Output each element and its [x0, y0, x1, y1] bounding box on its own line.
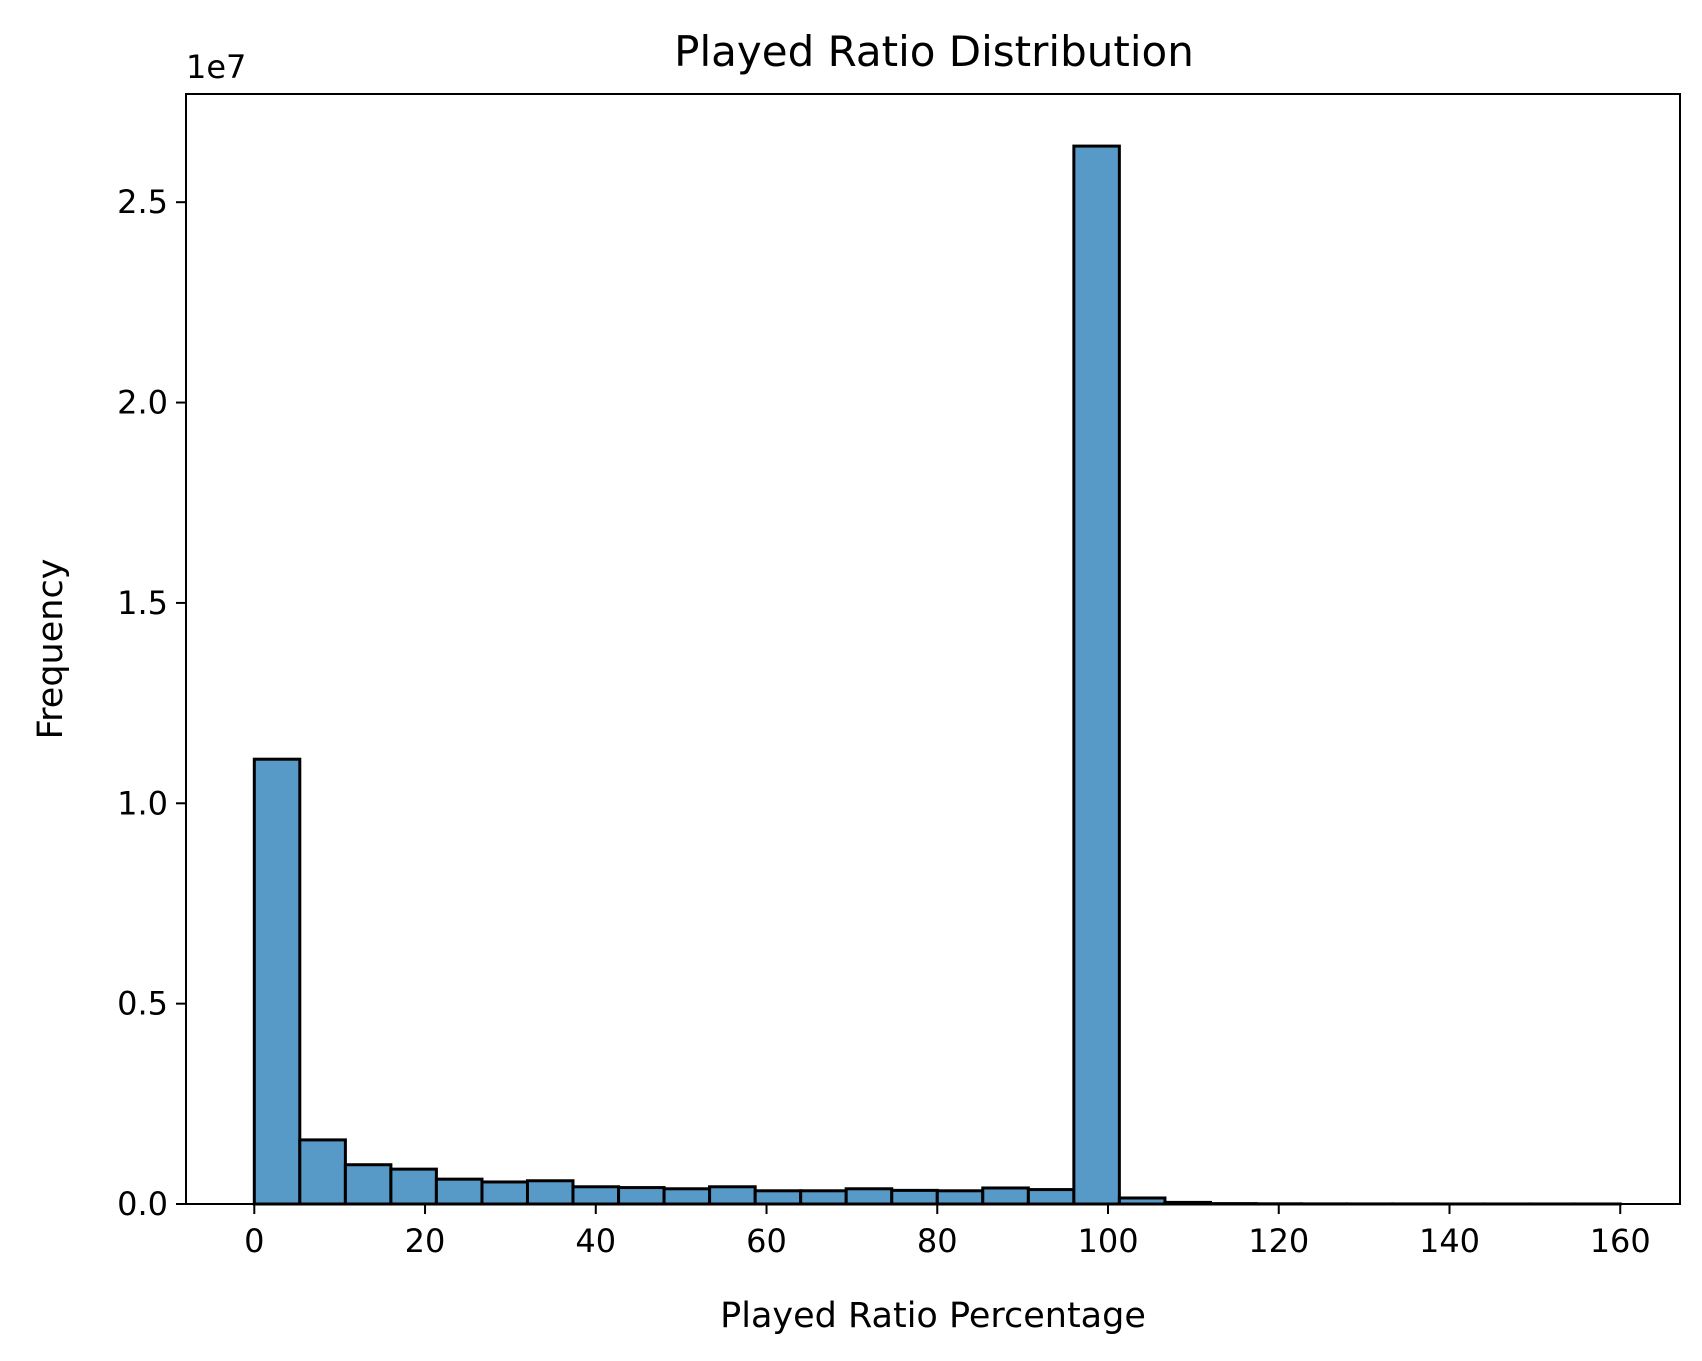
y-axis-label: Frequency	[31, 559, 71, 740]
x-axis-ticks: 0 20 40 60 80 100 120 140 160	[244, 1204, 1651, 1260]
x-tick-label: 140	[1419, 1222, 1480, 1260]
histogram-bar	[708, 1185, 757, 1206]
histogram-bar	[298, 1138, 347, 1206]
histogram-bar	[389, 1167, 438, 1206]
chart-title: Played Ratio Distribution	[674, 27, 1194, 76]
histogram-bar	[753, 1189, 803, 1206]
histogram-bar	[935, 1189, 985, 1206]
x-tick-label: 160	[1590, 1222, 1651, 1260]
histogram-bar	[799, 1189, 848, 1206]
plot-frame	[185, 93, 1681, 1205]
histogram-bar	[525, 1179, 575, 1206]
histogram-bar	[571, 1185, 621, 1206]
y-tick-label: 0.0	[117, 1185, 168, 1223]
histogram-bar	[434, 1177, 484, 1206]
histogram-bar	[1026, 1188, 1076, 1206]
histogram-bar	[343, 1163, 393, 1206]
x-tick-label: 60	[746, 1222, 787, 1260]
x-tick-label: 120	[1248, 1222, 1309, 1260]
bars-group	[252, 144, 1622, 1206]
histogram-bar	[890, 1188, 939, 1206]
histogram-bar	[480, 1180, 529, 1206]
histogram-bar	[844, 1187, 894, 1206]
x-tick-label: 100	[1077, 1222, 1138, 1260]
y-tick-label: 1.0	[117, 784, 168, 822]
x-tick-label: 80	[917, 1222, 958, 1260]
x-tick-label: 0	[244, 1222, 264, 1260]
y-offset-label: 1e7	[186, 48, 246, 86]
histogram-bar	[1072, 144, 1121, 1206]
y-tick-label: 0.5	[117, 985, 168, 1023]
y-tick-label: 2.0	[117, 384, 168, 422]
x-tick-label: 20	[405, 1222, 446, 1260]
histogram-bar	[252, 757, 302, 1206]
x-tick-label: 40	[575, 1222, 616, 1260]
y-tick-label: 1.5	[117, 584, 168, 622]
y-axis-ticks: 0.0 0.5 1.0 1.5 2.0 2.5	[117, 183, 186, 1223]
y-tick-label: 2.5	[117, 183, 168, 221]
histogram-bar	[617, 1186, 666, 1206]
histogram-bar	[981, 1186, 1030, 1206]
histogram-bar	[662, 1187, 712, 1206]
x-axis-label: Played Ratio Percentage	[720, 1296, 1146, 1336]
